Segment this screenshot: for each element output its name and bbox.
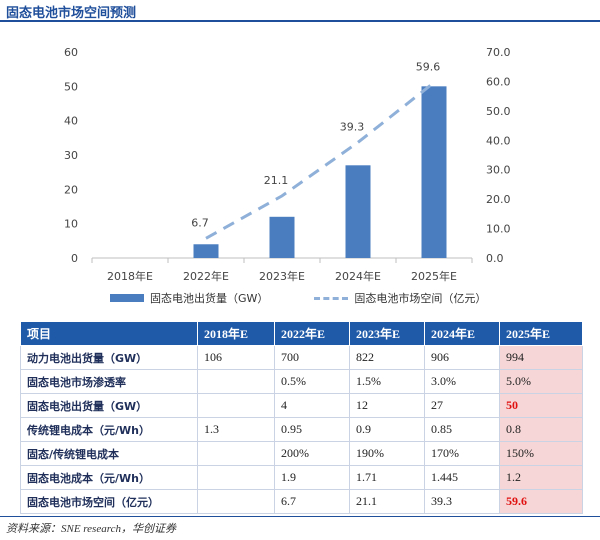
table-cell: 3.0%: [424, 369, 500, 394]
table-header: 2025年E: [499, 321, 583, 346]
table-cell: [197, 465, 275, 490]
y-right-tick-label: 50.0: [486, 105, 511, 118]
table-header-row: 项目 2018年E 2022年E 2023年E 2024年E 2025年E: [20, 321, 583, 346]
data-label: 39.3: [340, 120, 365, 133]
table-row: 传统锂电成本（元/Wh） 1.3 0.95 0.9 0.85 0.8: [20, 417, 583, 442]
table-row: 固态/传统锂电成本 200% 190% 170% 150%: [20, 441, 583, 466]
table-cell: 106: [197, 345, 275, 370]
table-header: 项目: [20, 321, 198, 346]
data-label: 6.7: [191, 216, 209, 229]
legend: 固态电池出货量（GW） 固态电池市场空间（亿元）: [110, 290, 486, 306]
table-cell: 6.7: [274, 489, 350, 514]
row-label: 传统锂电成本（元/Wh）: [20, 417, 198, 442]
row-label: 动力电池出货量（GW）: [20, 345, 198, 370]
data-label: 59.6: [416, 61, 441, 74]
y-left-tick-label: 10: [64, 218, 78, 231]
x-tick-label: 2018年E: [107, 269, 153, 283]
table-cell: 0.95: [274, 417, 350, 442]
table-cell: 0.9: [349, 417, 425, 442]
y-right-tick-label: 20.0: [486, 193, 511, 206]
table-cell: 4: [274, 393, 350, 418]
legend-bar-label: 固态电池出货量（GW）: [150, 292, 269, 305]
y-right-tick-label: 70.0: [486, 46, 511, 59]
table-cell: 1.445: [424, 465, 500, 490]
title-bar: 固态电池市场空间预测: [0, 0, 600, 22]
table-cell: [197, 393, 275, 418]
x-tick-label: 2025年E: [411, 269, 457, 283]
table-cell: 0.85: [424, 417, 500, 442]
table-cell: 994: [499, 345, 583, 370]
y-left-tick-label: 50: [64, 80, 78, 93]
x-tick-label: 2022年E: [183, 269, 229, 283]
legend-line-swatch: [314, 296, 349, 300]
page-title: 固态电池市场空间预测: [6, 6, 137, 21]
y-left-tick-label: 60: [64, 46, 78, 59]
table-cell: 1.71: [349, 465, 425, 490]
data-label: 21.1: [264, 174, 289, 187]
legend-line-label: 固态电池市场空间（亿元）: [354, 292, 487, 305]
x-tick-label: 2024年E: [335, 269, 381, 283]
data-table: 项目 2018年E 2022年E 2023年E 2024年E 2025年E 动力…: [20, 321, 583, 514]
bar: [345, 165, 371, 258]
bar: [421, 86, 447, 258]
x-tick-label: 2023年E: [259, 269, 305, 283]
table-cell: 1.2: [499, 465, 583, 490]
table-cell: 50: [499, 393, 583, 418]
y-right-tick-label: 60.0: [486, 75, 511, 88]
legend-bar-swatch: [110, 294, 144, 302]
table-cell: 1.5%: [349, 369, 425, 394]
y-right-tick-label: 40.0: [486, 134, 511, 147]
table-cell: [197, 441, 275, 466]
table-header: 2018年E: [197, 321, 275, 346]
row-label: 固态电池成本（元/Wh）: [20, 465, 198, 490]
chart: 0 10 20 30 40 50 60 0.0 10.0 20.0 30.0 40.0 50.0 60.0…: [64, 46, 511, 283]
row-label: 固态/传统锂电成本: [20, 441, 198, 466]
table-cell: 170%: [424, 441, 500, 466]
y-left-tick-label: 30: [64, 149, 78, 162]
table-cell: 59.6: [499, 489, 583, 514]
table-cell: 5.0%: [499, 369, 583, 394]
table-header: 2022年E: [274, 321, 350, 346]
table-header: 2024年E: [424, 321, 500, 346]
table-cell: 200%: [274, 441, 350, 466]
row-label: 固态电池出货量（GW）: [20, 393, 198, 418]
table-cell: 906: [424, 345, 500, 370]
y-left-tick-label: 20: [64, 183, 78, 196]
y-right-tick-label: 0.0: [486, 252, 504, 265]
y-right-tick-label: 10.0: [486, 223, 511, 236]
table-cell: 27: [424, 393, 500, 418]
table-row: 固态电池市场空间（亿元） 6.7 21.1 39.3 59.6: [20, 489, 583, 514]
table-row: 固态电池成本（元/Wh） 1.9 1.71 1.445 1.2: [20, 465, 583, 490]
source-rule: [0, 516, 600, 517]
table-cell: 150%: [499, 441, 583, 466]
row-label: 固态电池市场渗透率: [20, 369, 198, 394]
table-cell: 0.5%: [274, 369, 350, 394]
table-header: 2023年E: [349, 321, 425, 346]
table-cell: [197, 489, 275, 514]
bar: [193, 244, 219, 258]
table-cell: 822: [349, 345, 425, 370]
table-cell: 1.9: [274, 465, 350, 490]
table-cell: 12: [349, 393, 425, 418]
table-cell: 21.1: [349, 489, 425, 514]
table-row: 固态电池出货量（GW） 4 12 27 50: [20, 393, 583, 418]
row-label: 固态电池市场空间（亿元）: [20, 489, 198, 514]
table-row: 动力电池出货量（GW） 106 700 822 906 994: [20, 345, 583, 370]
source-note: 资料来源：SNE research，华创证券: [6, 523, 176, 535]
table-cell: 190%: [349, 441, 425, 466]
y-left-tick-label: 0: [71, 252, 78, 265]
bar: [269, 216, 295, 258]
table-cell: 700: [274, 345, 350, 370]
table-row: 固态电池市场渗透率 0.5% 1.5% 3.0% 5.0%: [20, 369, 583, 394]
table-cell: 1.3: [197, 417, 275, 442]
series-line: [205, 81, 435, 240]
title-rule: [0, 20, 600, 22]
table-cell: 39.3: [424, 489, 500, 514]
table-cell: [197, 369, 275, 394]
y-left-tick-label: 40: [64, 115, 78, 128]
table-cell: 0.8: [499, 417, 583, 442]
y-right-tick-label: 30.0: [486, 164, 511, 177]
